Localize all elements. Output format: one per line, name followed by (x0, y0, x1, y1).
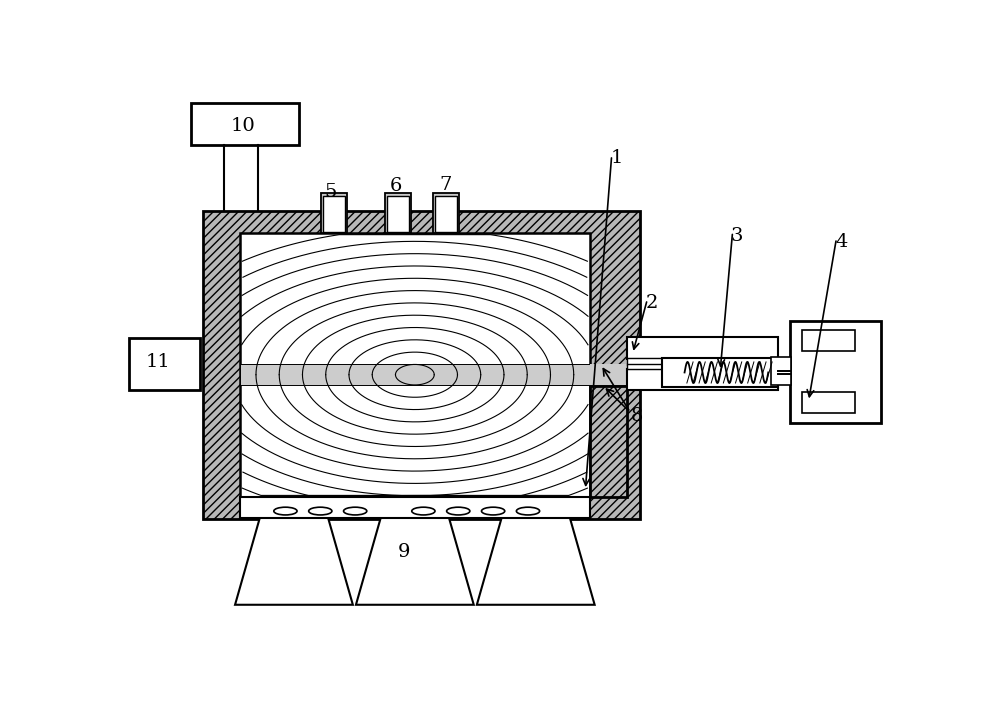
Bar (790, 321, 881, 423)
Bar (191, 103, 299, 145)
Ellipse shape (412, 507, 435, 515)
Ellipse shape (274, 507, 297, 515)
Bar (323, 196, 345, 232)
Ellipse shape (482, 507, 505, 515)
Bar (802, 330, 855, 351)
Polygon shape (235, 518, 353, 605)
Text: 3: 3 (731, 227, 744, 245)
Bar (662, 358, 778, 387)
Bar (771, 357, 791, 384)
Bar (627, 337, 778, 359)
Bar (240, 233, 590, 497)
Polygon shape (477, 518, 595, 605)
Ellipse shape (516, 507, 540, 515)
Bar (627, 358, 662, 365)
Bar (202, 211, 640, 519)
Bar (802, 392, 855, 413)
Text: 9: 9 (398, 543, 410, 561)
Bar (321, 194, 347, 233)
Text: 4: 4 (836, 233, 848, 251)
Text: 1: 1 (611, 150, 623, 168)
Bar (240, 364, 720, 384)
Ellipse shape (309, 507, 332, 515)
Ellipse shape (344, 507, 367, 515)
Bar (387, 196, 409, 232)
Bar (240, 497, 590, 518)
Bar (627, 369, 778, 390)
Bar (627, 364, 662, 369)
Text: 2: 2 (646, 294, 658, 312)
Ellipse shape (447, 507, 470, 515)
Bar (385, 194, 411, 233)
Text: 5: 5 (324, 183, 337, 201)
Bar (590, 364, 627, 384)
Bar (590, 386, 627, 497)
Polygon shape (356, 518, 474, 605)
Text: 7: 7 (439, 176, 451, 194)
Text: 10: 10 (230, 117, 255, 135)
Bar (435, 196, 457, 232)
Text: 11: 11 (146, 354, 171, 372)
Text: 6: 6 (390, 177, 402, 195)
Bar (129, 338, 200, 390)
Text: 8: 8 (630, 408, 643, 426)
Bar (433, 194, 459, 233)
